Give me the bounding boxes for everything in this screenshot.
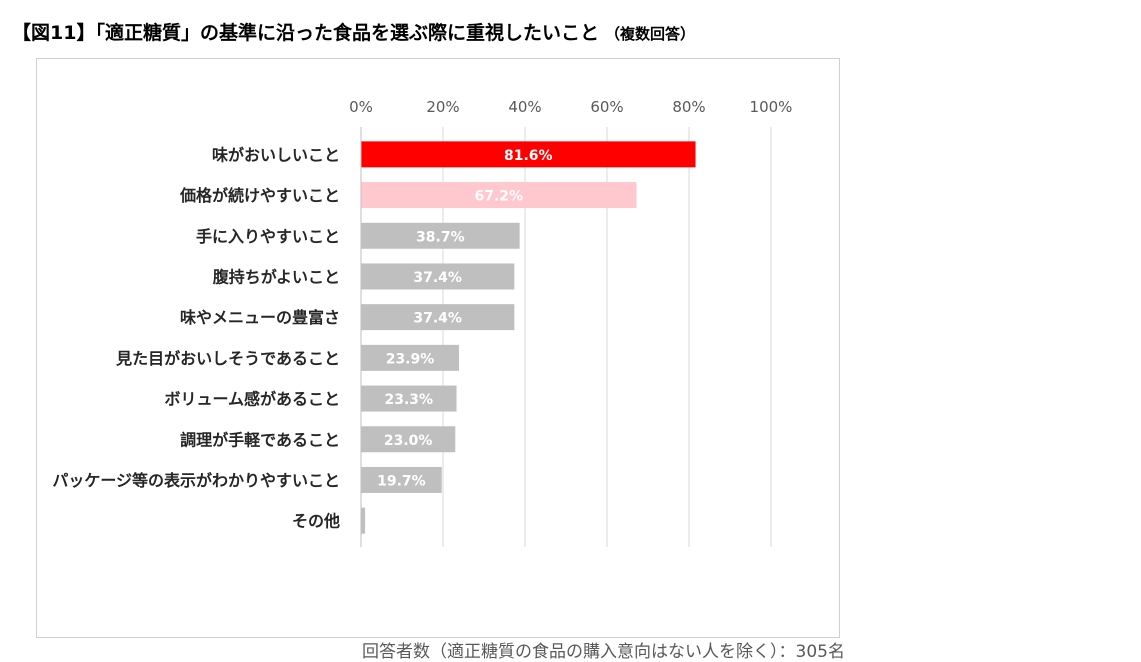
bar [361, 385, 457, 412]
category-label: 腹持ちがよいこと [213, 267, 340, 286]
x-tick-label: 0% [349, 98, 373, 116]
category-label: 見た目がおいしそうであること [115, 349, 340, 368]
respondent-note: 回答者数（適正糖質の食品の購入意向はない人を除く）：305名 [362, 642, 845, 662]
chart-title-sub: （複数回答） [604, 25, 695, 43]
category-label: 手に入りやすいこと [196, 227, 340, 246]
category-label: その他 [292, 512, 340, 531]
bar [361, 344, 459, 371]
category-label: 味やメニューの豊富さ [180, 308, 340, 327]
bar [361, 222, 520, 249]
category-label: ボリューム感があること [164, 390, 340, 409]
bar [361, 507, 366, 534]
x-tick-label: 80% [672, 98, 705, 116]
bar-chart: 0% 20% 40% 60% 80% 100% 味がおいしいこと 81.6% 価格が続けやすいこ… [52, 98, 793, 547]
data-label: 19.7% [377, 473, 426, 489]
chart-title: 【図11】「適正糖質」の基準に沿った食品を選ぶ際に重視したいこと （複数回答） [12, 18, 695, 45]
chart-title-main: 【図11】「適正糖質」の基準に沿った食品を選ぶ際に重視したいこと [12, 22, 599, 44]
bar [361, 263, 515, 290]
data-label: 81.6% [504, 148, 553, 164]
category-label: パッケージ等の表示がわかりやすいこと [52, 471, 340, 490]
bar [361, 304, 515, 331]
bar [361, 141, 696, 168]
bar [361, 426, 456, 453]
data-label: 38.7% [416, 229, 465, 245]
category-label: 調理が手軽であること [180, 430, 340, 449]
data-label: 23.3% [384, 392, 433, 408]
category-label: 価格が続けやすいこと [179, 186, 340, 205]
x-tick-label: 20% [426, 98, 459, 116]
bar [361, 182, 637, 209]
data-label: 23.0% [384, 433, 433, 449]
chart-panel: 0% 20% 40% 60% 80% 100% 味がおいしいこと 81.6% 価格が続けやすいこ… [36, 58, 845, 662]
x-tick-label: 100% [750, 98, 793, 116]
data-label: 37.4% [413, 270, 462, 286]
bar [361, 466, 442, 493]
data-label: 23.9% [386, 351, 435, 367]
data-label: 67.2% [474, 189, 523, 205]
data-label: 37.4% [413, 311, 462, 327]
x-tick-label: 40% [508, 98, 541, 116]
category-label: 味がおいしいこと [212, 145, 340, 164]
x-tick-label: 60% [590, 98, 623, 116]
